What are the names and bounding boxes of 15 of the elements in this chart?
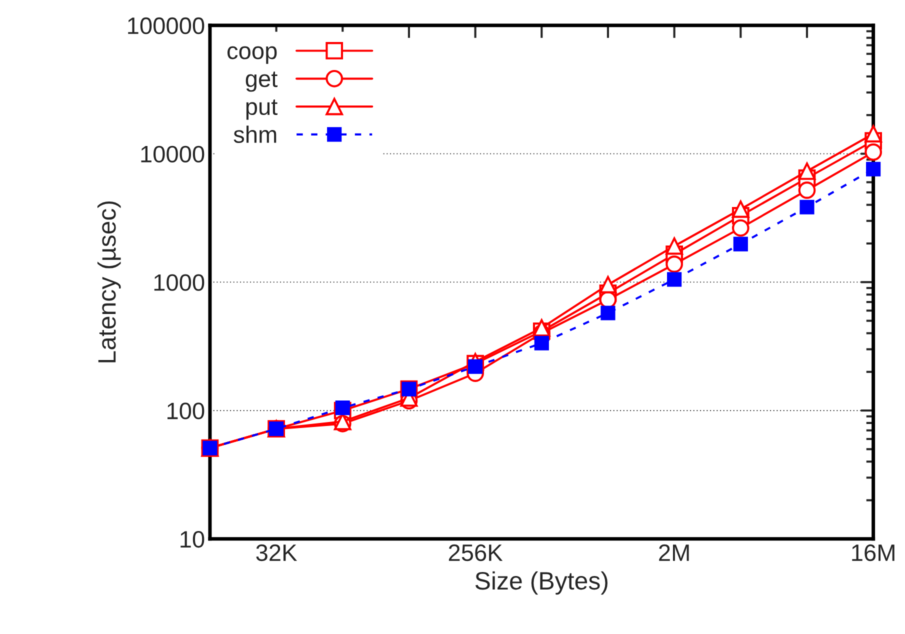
x-tick-label: 16M — [852, 544, 894, 562]
legend-label: coop — [227, 46, 277, 64]
y-tick-label: 100 — [168, 402, 204, 420]
legend-label: shm — [234, 126, 276, 143]
x-tick-label: 32K — [256, 544, 298, 562]
y-tick-label: 10000 — [141, 146, 204, 163]
y-tick-label: 1000 — [154, 274, 204, 291]
y-axis-title: Latency (µsec) — [97, 201, 121, 362]
y-tick-label: 100000 — [128, 17, 204, 34]
y-tick-label: 10 — [180, 530, 204, 548]
x-axis-title: Size (Bytes) — [475, 571, 608, 595]
x-tick-label: 256K — [448, 544, 503, 562]
x-tick-label: 2M — [659, 544, 689, 561]
legend-label: get — [246, 72, 278, 92]
legend-label: put — [246, 100, 278, 120]
